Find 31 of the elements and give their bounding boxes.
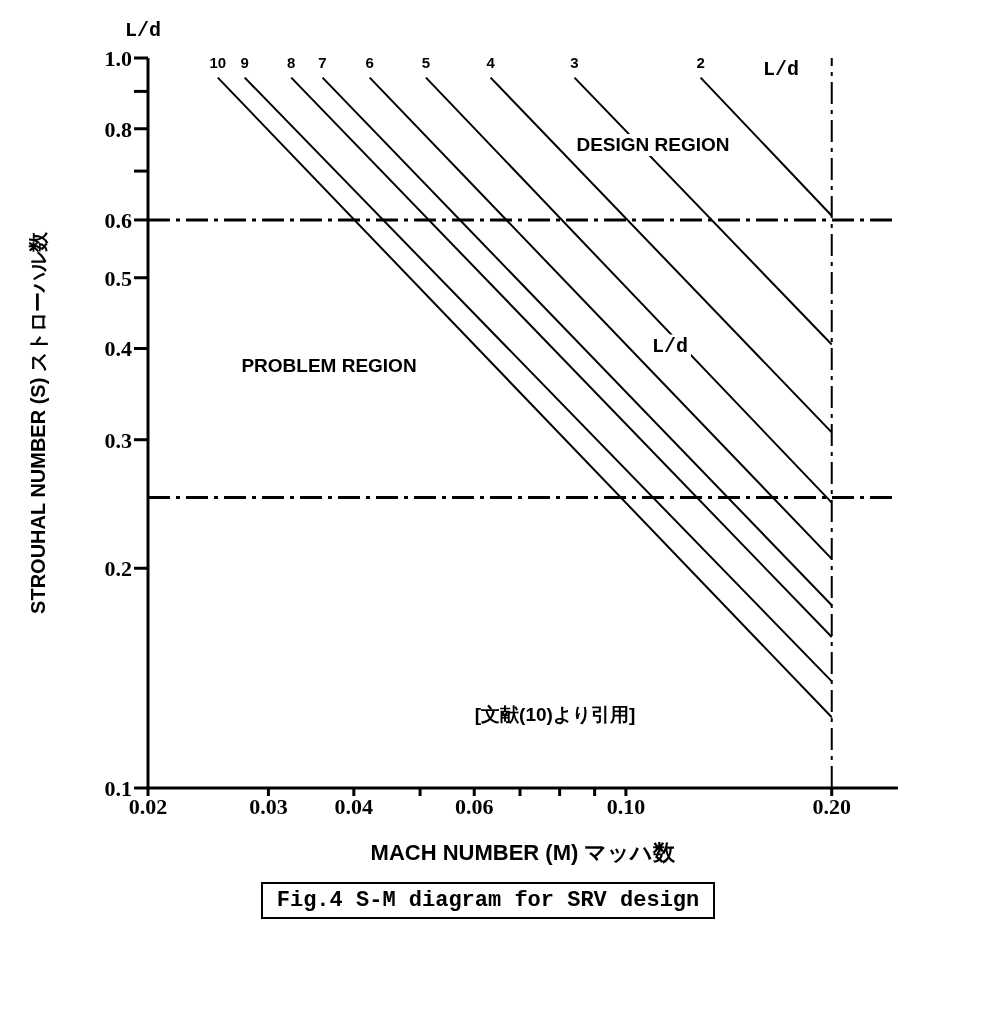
series-label: 3	[570, 53, 579, 71]
series-label: 8	[287, 53, 296, 71]
y-axis-title: STROUHAL NUMBER (S) ストローハル数	[27, 231, 50, 614]
text: Fig.4 S-M diagram for SRV design	[260, 882, 716, 919]
x-axis-title: MACH NUMBER (M) マッハ数	[370, 840, 677, 865]
x-tick-label: 0.06	[454, 793, 494, 819]
y-tick-label: 0.8	[104, 116, 132, 142]
y-tick-label: 0.3	[104, 427, 132, 453]
y-tick-label: 0.4	[104, 336, 132, 362]
series-label: 4	[486, 53, 496, 71]
series-label: 5	[421, 53, 431, 71]
series-label: 7	[318, 53, 327, 71]
series-label: 2	[696, 53, 705, 71]
text: L/d	[121, 18, 165, 42]
annotation: PROBLEM REGION	[238, 355, 420, 377]
series-label: 6	[365, 53, 374, 71]
y-tick-label: 0.1	[104, 775, 132, 801]
y-tick-label: 0.6	[104, 207, 132, 233]
x-tick-label: 0.10	[606, 793, 646, 819]
y-tick-label: 0.5	[104, 265, 132, 291]
series-label: 10	[209, 53, 227, 71]
y-tick-label: 0.2	[104, 556, 132, 582]
annotation: [文献(10)より引用]	[471, 702, 639, 728]
series-label: 9	[240, 53, 249, 71]
annotation: DESIGN REGION	[573, 134, 733, 156]
y-tick-label: 1.0	[104, 45, 132, 71]
x-tick-label: 0.04	[334, 793, 374, 819]
annotation: L/d	[648, 334, 692, 358]
x-tick-label: 0.20	[812, 793, 851, 819]
x-tick-label: 0.03	[249, 793, 288, 819]
annotation: L/d	[759, 57, 803, 81]
